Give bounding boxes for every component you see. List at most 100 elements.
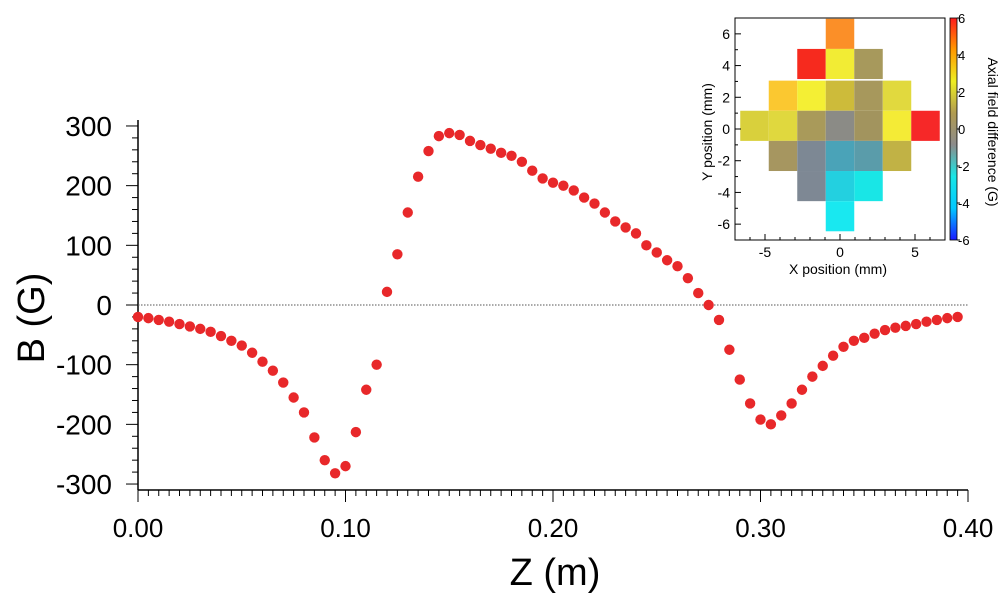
data-point	[765, 419, 777, 430]
data-point	[319, 454, 330, 466]
data-point	[817, 360, 828, 372]
inset-y-tick-label: 6	[722, 26, 730, 42]
inset-x-tick-label: 0	[836, 244, 844, 260]
heatmap-cell	[797, 80, 826, 111]
data-point	[246, 347, 258, 358]
heatmap-cell	[768, 140, 798, 172]
data-point	[952, 311, 963, 323]
data-point	[703, 299, 714, 311]
data-point	[215, 330, 227, 342]
data-point	[298, 407, 310, 418]
data-point	[693, 287, 704, 299]
y-tick-label: 100	[65, 230, 112, 261]
data-point	[340, 460, 351, 472]
data-point	[267, 365, 279, 376]
inset-y-tick-label: -4	[718, 184, 731, 200]
data-point	[402, 207, 413, 218]
data-point	[848, 335, 860, 347]
y-tick-label: 200	[65, 171, 112, 202]
data-point	[807, 371, 818, 382]
data-point	[454, 129, 465, 141]
data-point	[682, 272, 694, 284]
data-point	[547, 177, 559, 188]
inset-axes: -5 0 5 6 4 2 0 -2 -4 -6	[718, 17, 946, 260]
data-point	[506, 150, 517, 162]
inset-plot: -5 0 5 6 4 2 0 -2 -4 -6 6 4 2 0 -2 -4 -6 X position (mm…	[699, 11, 1001, 277]
main-plot: 0.00 0.10 0.20 0.30 0.403002001000-100-200-3…	[11, 111, 993, 594]
y-tick-label: 300	[65, 111, 112, 142]
data-point	[143, 312, 154, 324]
heatmap-cells	[740, 18, 940, 232]
inset-y-tick-label: -2	[718, 153, 731, 169]
inset-y-tick-label: 4	[722, 58, 730, 74]
data-point	[724, 344, 735, 355]
x-axis-label: Z (m)	[510, 552, 601, 594]
data-point	[661, 255, 673, 266]
data-point	[278, 377, 289, 388]
heatmap-cell	[854, 140, 883, 172]
data-point	[910, 318, 922, 330]
heatmap-cell	[882, 140, 912, 172]
data-point	[309, 432, 320, 443]
x-tick-label: 0.40	[943, 513, 994, 543]
data-point	[796, 384, 808, 395]
data-point	[184, 321, 196, 332]
heatmap-cell	[768, 80, 798, 111]
data-point	[651, 247, 662, 258]
inset-x-tick-label: -5	[759, 244, 772, 260]
heatmap-cell	[797, 48, 826, 80]
data-point	[786, 398, 797, 409]
data-point	[433, 130, 445, 142]
data-point	[350, 426, 362, 438]
data-point	[132, 311, 144, 323]
inset-y-axis-label: Y position (mm)	[699, 83, 715, 181]
y-axis-label: B (G)	[11, 273, 53, 364]
y-tick-label: -300	[56, 469, 112, 500]
data-point	[236, 340, 247, 351]
data-point	[288, 392, 299, 403]
heatmap-cell	[854, 48, 883, 80]
data-point	[713, 314, 725, 326]
data-point	[153, 314, 164, 326]
inset-x-axis-label: X position (mm)	[789, 261, 887, 277]
y-tick-label: -100	[56, 350, 112, 381]
data-point	[578, 192, 590, 203]
colorbar: 6 4 2 0 -2 -4 -6	[949, 11, 970, 248]
data-point	[869, 328, 880, 339]
data-point	[942, 312, 953, 324]
heatmap-cell	[797, 140, 826, 172]
data-point	[900, 320, 911, 332]
data-point	[475, 139, 486, 151]
data-points	[132, 127, 963, 479]
inset-y-tick-label: 0	[722, 121, 730, 137]
inset-x-tick-label: 5	[911, 244, 919, 260]
data-point	[371, 359, 382, 370]
y-tick-label: -200	[56, 409, 112, 440]
heatmap-cell	[825, 18, 855, 49]
data-point	[599, 207, 611, 218]
main-axis-labels: Z (m) B (G)	[11, 273, 600, 594]
data-point	[195, 323, 206, 335]
heatmap-cell	[825, 140, 855, 172]
data-point	[568, 185, 579, 196]
heatmap-cell	[825, 48, 855, 80]
heatmap-cell	[825, 80, 855, 111]
inset-y-tick-label: 2	[722, 89, 730, 105]
heatmap-cell	[740, 110, 769, 141]
colorbar-gradient	[949, 17, 958, 241]
heatmap-cell	[911, 110, 940, 141]
data-point	[859, 332, 870, 344]
data-point	[610, 216, 621, 227]
data-point	[921, 316, 932, 327]
data-point	[620, 222, 631, 233]
data-point	[205, 326, 216, 338]
data-point	[423, 145, 434, 157]
data-point	[755, 414, 766, 425]
data-point	[392, 249, 403, 260]
data-point	[163, 316, 175, 327]
data-point	[641, 240, 652, 251]
heatmap-cell	[768, 110, 798, 141]
main-axes: 0.00 0.10 0.20 0.30 0.403002001000-100-200-3…	[56, 111, 993, 543]
data-point	[412, 171, 424, 182]
